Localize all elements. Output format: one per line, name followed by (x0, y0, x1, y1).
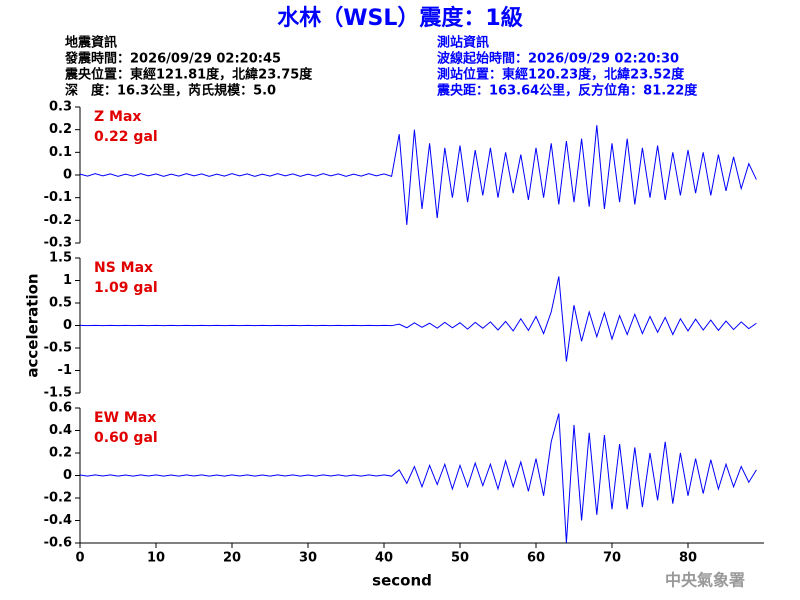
info-right: 波線起始時間：2026/09/29 02:20:30 (437, 51, 679, 67)
y-tick-label: 1.5 (49, 251, 72, 266)
max-annotation: 1.09 gal (94, 280, 158, 296)
max-annotation: 0.60 gal (94, 430, 158, 446)
waveform (79, 276, 757, 362)
y-tick-label: -0.4 (44, 513, 72, 528)
x-tick-label: 30 (299, 551, 317, 566)
y-tick-label: -0.2 (44, 213, 72, 228)
y-tick-label: 0.4 (49, 423, 72, 438)
max-annotation: 0.22 gal (94, 129, 158, 145)
y-tick-label: 0.2 (49, 446, 72, 461)
y-tick-label: 0 (63, 318, 72, 333)
info-left: 震央位置：東經121.81度，北緯23.75度 (64, 67, 313, 83)
title: 水林（WSL）震度：1級 (277, 5, 522, 31)
footer: 中央氣象署 (665, 571, 745, 590)
x-tick-label: 20 (223, 551, 241, 566)
y-tick-label: 0.1 (49, 145, 72, 160)
waveform (79, 413, 757, 544)
y-tick-label: 0.6 (49, 401, 72, 416)
y-tick-label: -0.3 (44, 236, 72, 251)
y-axis-label: acceleration (24, 273, 42, 377)
x-tick-label: 60 (527, 551, 545, 566)
y-tick-label: 0.2 (49, 122, 72, 137)
y-tick-label: -0.2 (44, 491, 72, 506)
max-annotation: EW Max (94, 410, 156, 426)
y-tick-label: 0.5 (49, 296, 72, 311)
y-tick-label: -0.6 (44, 536, 72, 551)
info-left: 發震時間：2026/09/29 02:20:45 (64, 51, 281, 67)
info-right: 震央距：163.64公里，反方位角：81.22度 (436, 83, 698, 99)
info-left: 深 度：16.3公里，芮氏規模：5.0 (65, 83, 276, 99)
info-left: 地震資訊 (65, 35, 117, 51)
x-tick-label: 40 (375, 551, 393, 566)
waveform (79, 125, 757, 225)
x-tick-label: 70 (603, 551, 621, 566)
x-axis-label: second (372, 572, 432, 590)
max-annotation: Z Max (94, 109, 141, 125)
info-right: 測站資訊 (437, 35, 489, 51)
y-tick-label: -1 (58, 363, 72, 378)
max-annotation: NS Max (94, 260, 153, 276)
y-tick-label: 0.3 (49, 100, 72, 115)
y-tick-label: -0.5 (44, 341, 72, 356)
y-tick-label: 1 (63, 273, 72, 288)
info-right: 測站位置：東經120.23度，北緯23.52度 (437, 67, 685, 83)
x-tick-label: 80 (679, 551, 697, 566)
x-tick-label: 0 (75, 551, 84, 566)
y-tick-label: -1.5 (44, 386, 72, 401)
y-tick-label: 0 (63, 468, 72, 483)
y-tick-label: 0 (63, 168, 72, 183)
x-tick-label: 50 (451, 551, 469, 566)
y-tick-label: -0.1 (44, 190, 72, 205)
x-tick-label: 10 (147, 551, 165, 566)
